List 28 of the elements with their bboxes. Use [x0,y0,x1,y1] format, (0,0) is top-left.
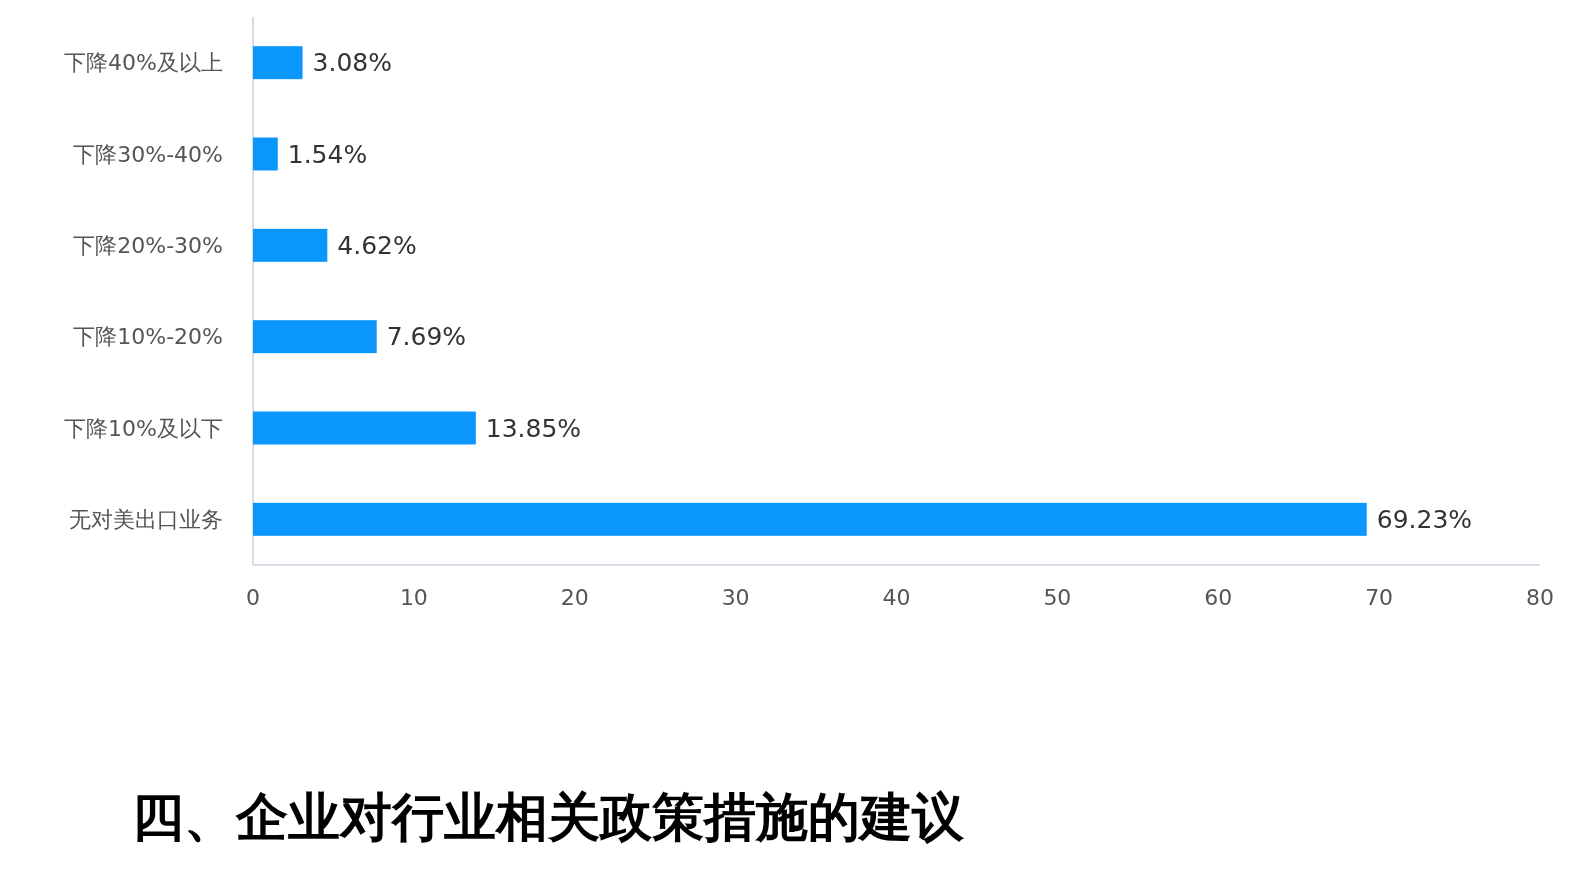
data-label: 4.62% [337,230,417,260]
data-label: 3.08% [312,48,392,78]
y-tick-label: 下降10%及以下 [64,415,223,441]
data-label: 7.69% [386,322,467,352]
x-tick-label: 40 [882,584,911,610]
y-tick-label: 无对美出口业务 [69,506,223,532]
x-tick-label: 10 [399,584,428,610]
y-tick-label: 下降40%及以上 [64,50,223,76]
data-label: 1.54% [287,139,368,169]
x-tick-label: 20 [560,584,589,610]
bar [253,502,1367,536]
bar [253,46,303,80]
text: 四、企业对行业相关政策措施的建议 [132,787,965,847]
bar [253,228,328,262]
y-tick-label: 下降20%-30% [73,232,223,258]
x-tick-label: 70 [1365,584,1394,610]
x-tick-label: 80 [1526,584,1554,610]
y-tick-label: 下降30%-40% [73,141,223,167]
y-tick-label: 下降10%-20% [73,324,223,350]
data-label: 69.23% [1376,504,1473,534]
bar [253,320,377,354]
x-tick-label: 50 [1043,584,1072,610]
x-tick-label: 0 [246,584,260,610]
bar [253,137,278,171]
x-tick-label: 30 [721,584,750,610]
x-tick-label: 60 [1204,584,1233,610]
bar [253,411,476,445]
data-label: 13.85% [485,413,582,443]
